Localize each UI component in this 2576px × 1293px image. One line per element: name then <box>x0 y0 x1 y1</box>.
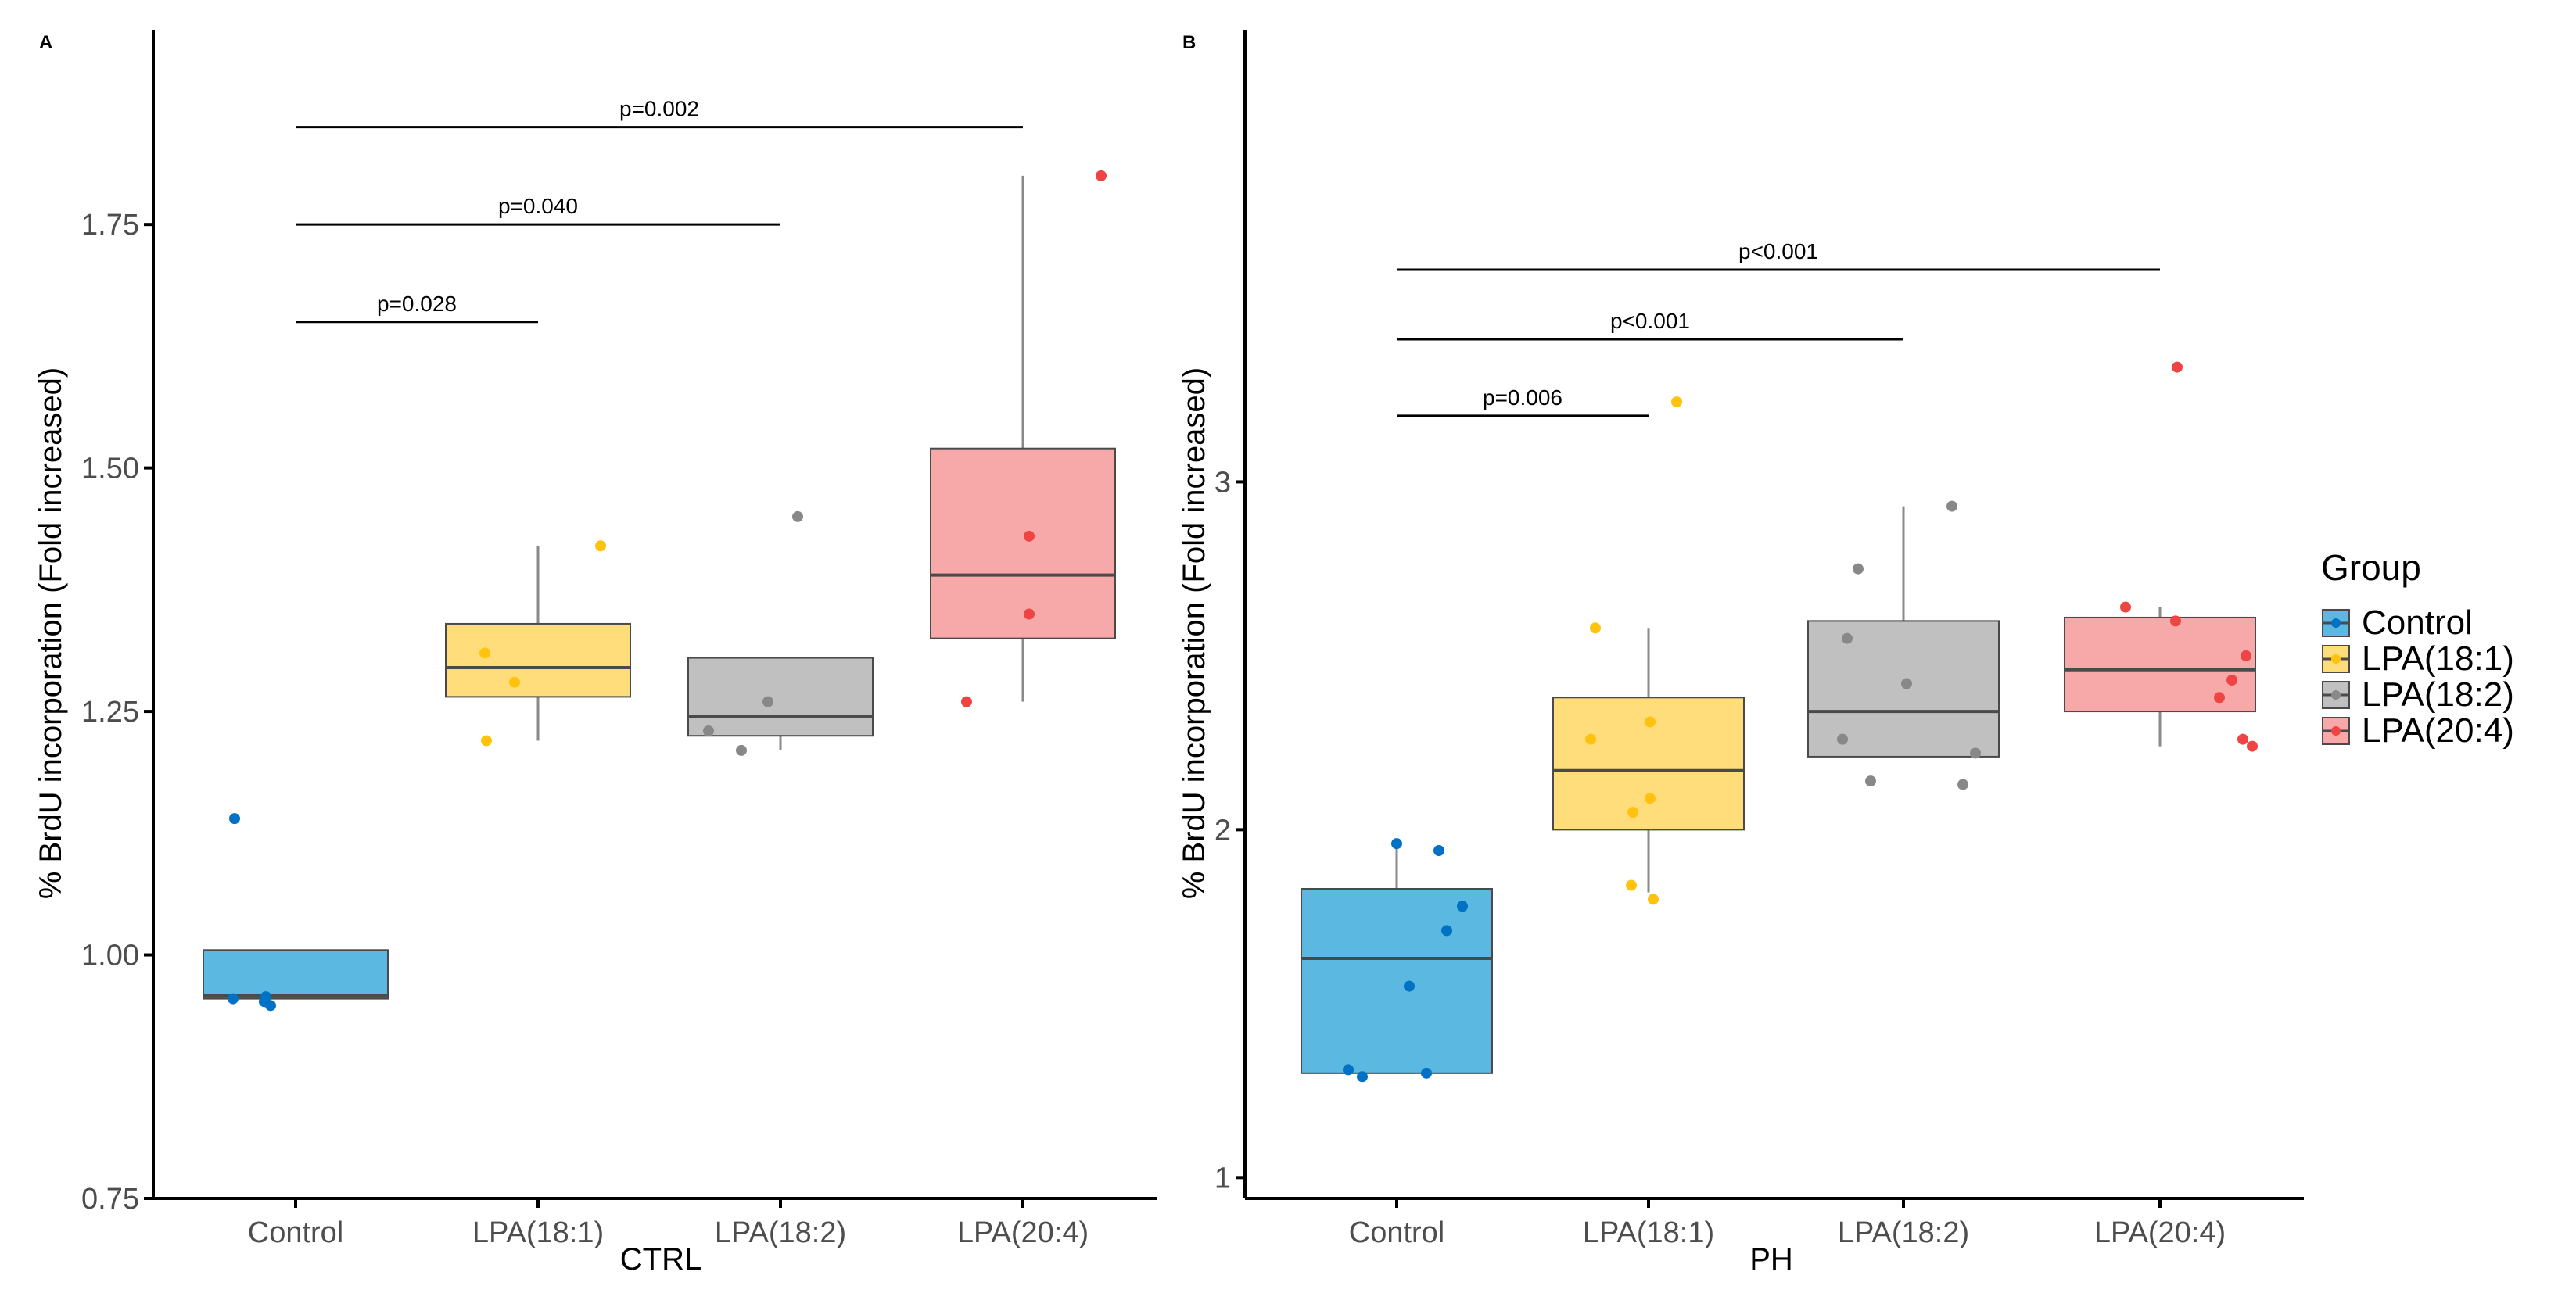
panel-b-data-point <box>1457 901 1468 912</box>
panel-b-data-point <box>2247 740 2258 752</box>
panel-a-y-axis-title: % BrdU incorporation (Fold increased) <box>34 367 68 899</box>
panel-b-data-point <box>1946 500 1957 512</box>
panel-b-data-point <box>2214 692 2225 704</box>
panel-a-box <box>930 447 1116 639</box>
panel-b-data-point <box>2120 601 2131 613</box>
panel-b-significance-label: p<0.001 <box>1738 239 1818 263</box>
panel-a-y-tick-label: 0.75 <box>81 1183 139 1216</box>
panel-b-box <box>1301 888 1493 1074</box>
panel-b-data-point <box>1671 396 1682 408</box>
panel-b-data-point <box>1343 1064 1354 1076</box>
panel-b-data-point <box>2172 361 2183 373</box>
panel-b-data-point <box>1421 1067 1432 1079</box>
legend-swatch-point <box>2331 618 2341 628</box>
panel-b-significance-label: p<0.001 <box>1610 309 1690 333</box>
panel-b-data-point <box>2237 733 2248 745</box>
panel-b-data-point <box>1842 632 1853 644</box>
panel-a-box <box>203 949 389 1000</box>
panel-b-data-point <box>1404 980 1415 992</box>
legend-label: LPA(18:1) <box>2362 639 2514 678</box>
panel-a-y-tick-label: 1.75 <box>81 209 139 242</box>
panel-b-data-point <box>1433 845 1444 857</box>
panel-a-significance-label: p=0.028 <box>377 292 457 316</box>
panel-a-data-point <box>481 735 492 747</box>
panel-a-data-point <box>228 993 239 1005</box>
panel-a-x-tick-label: Control <box>248 1216 344 1249</box>
panel-a-data-point <box>703 725 714 736</box>
panel-a-y-tick-label: 1.00 <box>81 940 139 972</box>
panel-a-x-tick-label: LPA(20:4) <box>957 1216 1089 1249</box>
panel-b-y-tick-label: 2 <box>1214 814 1231 847</box>
panel-b-data-point <box>1837 733 1848 745</box>
panel-b-data-point <box>1590 622 1601 634</box>
legend-swatch-point <box>2331 726 2341 736</box>
panel-b-significance-label: p=0.006 <box>1483 385 1562 410</box>
panel-b-y-tick-label: 3 <box>1214 466 1231 499</box>
panel-b-data-point <box>1853 563 1864 575</box>
legend-label: LPA(18:2) <box>2362 675 2514 714</box>
panel-b-data-point <box>1626 879 1637 891</box>
panel-b-x-tick-label: LPA(18:2) <box>1838 1216 1969 1249</box>
panel-a-data-point <box>1024 530 1035 542</box>
panel-a-data-point <box>229 813 240 825</box>
panel-b-x-tick-label: LPA(18:1) <box>1583 1216 1714 1249</box>
panel-b-data-point <box>1585 733 1596 745</box>
legend-title: Group <box>2321 547 2421 588</box>
panel-a-data-point <box>265 1000 276 1012</box>
panel-a-box <box>445 622 631 698</box>
panel-a-significance-label: p=0.040 <box>498 194 578 218</box>
panel-b-tag: B <box>1182 32 1196 53</box>
legend-label: LPA(20:4) <box>2362 711 2514 750</box>
panel-b-box <box>1807 620 2000 758</box>
panel-b-data-point <box>2241 650 2251 661</box>
legend-swatch-point <box>2331 654 2341 664</box>
panel-b-data-point <box>1970 747 1981 759</box>
panel-a-data-point <box>961 696 972 707</box>
panel-b-data-point <box>1391 838 1402 850</box>
panel-b-data-point <box>1627 807 1638 818</box>
panel-b-data-point <box>1441 925 1452 937</box>
panel-a-plot-area: 0.75 1.00 1.25 1.50 1.75 Control LPA(18:1) LPA(… <box>81 30 1157 1249</box>
panel-a-data-point <box>762 696 773 707</box>
panel-b-box <box>2064 616 2256 713</box>
panel-b-x-tick-label: LPA(20:4) <box>2094 1216 2226 1249</box>
panel-a-tag: A <box>39 32 52 53</box>
panel-a-x-axis-title: CTRL <box>620 1242 701 1277</box>
panel-a-data-point <box>1024 608 1035 620</box>
panel-b-x-tick-label: Control <box>1349 1216 1445 1249</box>
panel-b-data-point <box>1865 775 1876 787</box>
panel-a-x-tick-label: LPA(18:1) <box>472 1216 604 1249</box>
panel-b-plot-area: 1 2 3 Control LPA(18:1) LPA(18:2) LPA(20:4) p=0… <box>1214 30 2304 1249</box>
panel-a: A % BrdU incorporation (Fold increased) … <box>34 30 1157 1277</box>
legend-label: Control <box>2362 604 2473 642</box>
panel-b-y-tick-label: 1 <box>1214 1162 1231 1195</box>
panel-b: B % BrdU incorporation (Fold increased) … <box>1177 30 2304 1277</box>
panel-a-x-tick-label: LPA(18:2) <box>715 1216 846 1249</box>
legend-swatch-point <box>2331 690 2341 700</box>
panel-a-y-tick-label: 1.50 <box>81 453 139 485</box>
panel-a-box <box>687 657 874 737</box>
panel-a-y-tick-label: 1.25 <box>81 696 139 729</box>
panel-b-data-point <box>1957 779 1968 790</box>
panel-b-y-axis-title: % BrdU incorporation (Fold increased) <box>1177 367 1211 899</box>
panel-a-data-point <box>792 510 803 522</box>
panel-b-data-point <box>1645 716 1656 728</box>
panel-b-data-point <box>1648 894 1659 905</box>
panel-b-data-point <box>1901 678 1912 689</box>
panel-b-data-point <box>1645 793 1656 804</box>
panel-a-significance-label: p=0.002 <box>619 97 699 121</box>
panel-b-x-axis-title: PH <box>1749 1242 1793 1277</box>
panel-a-data-point <box>509 676 520 688</box>
panel-a-data-point <box>736 744 747 756</box>
panel-a-data-point <box>595 540 606 552</box>
panel-b-data-point <box>2226 675 2237 686</box>
panel-a-data-point <box>479 647 490 659</box>
panel-a-data-point <box>1096 170 1107 181</box>
panel-b-data-point <box>1357 1071 1368 1083</box>
panel-b-data-point <box>2170 615 2181 627</box>
